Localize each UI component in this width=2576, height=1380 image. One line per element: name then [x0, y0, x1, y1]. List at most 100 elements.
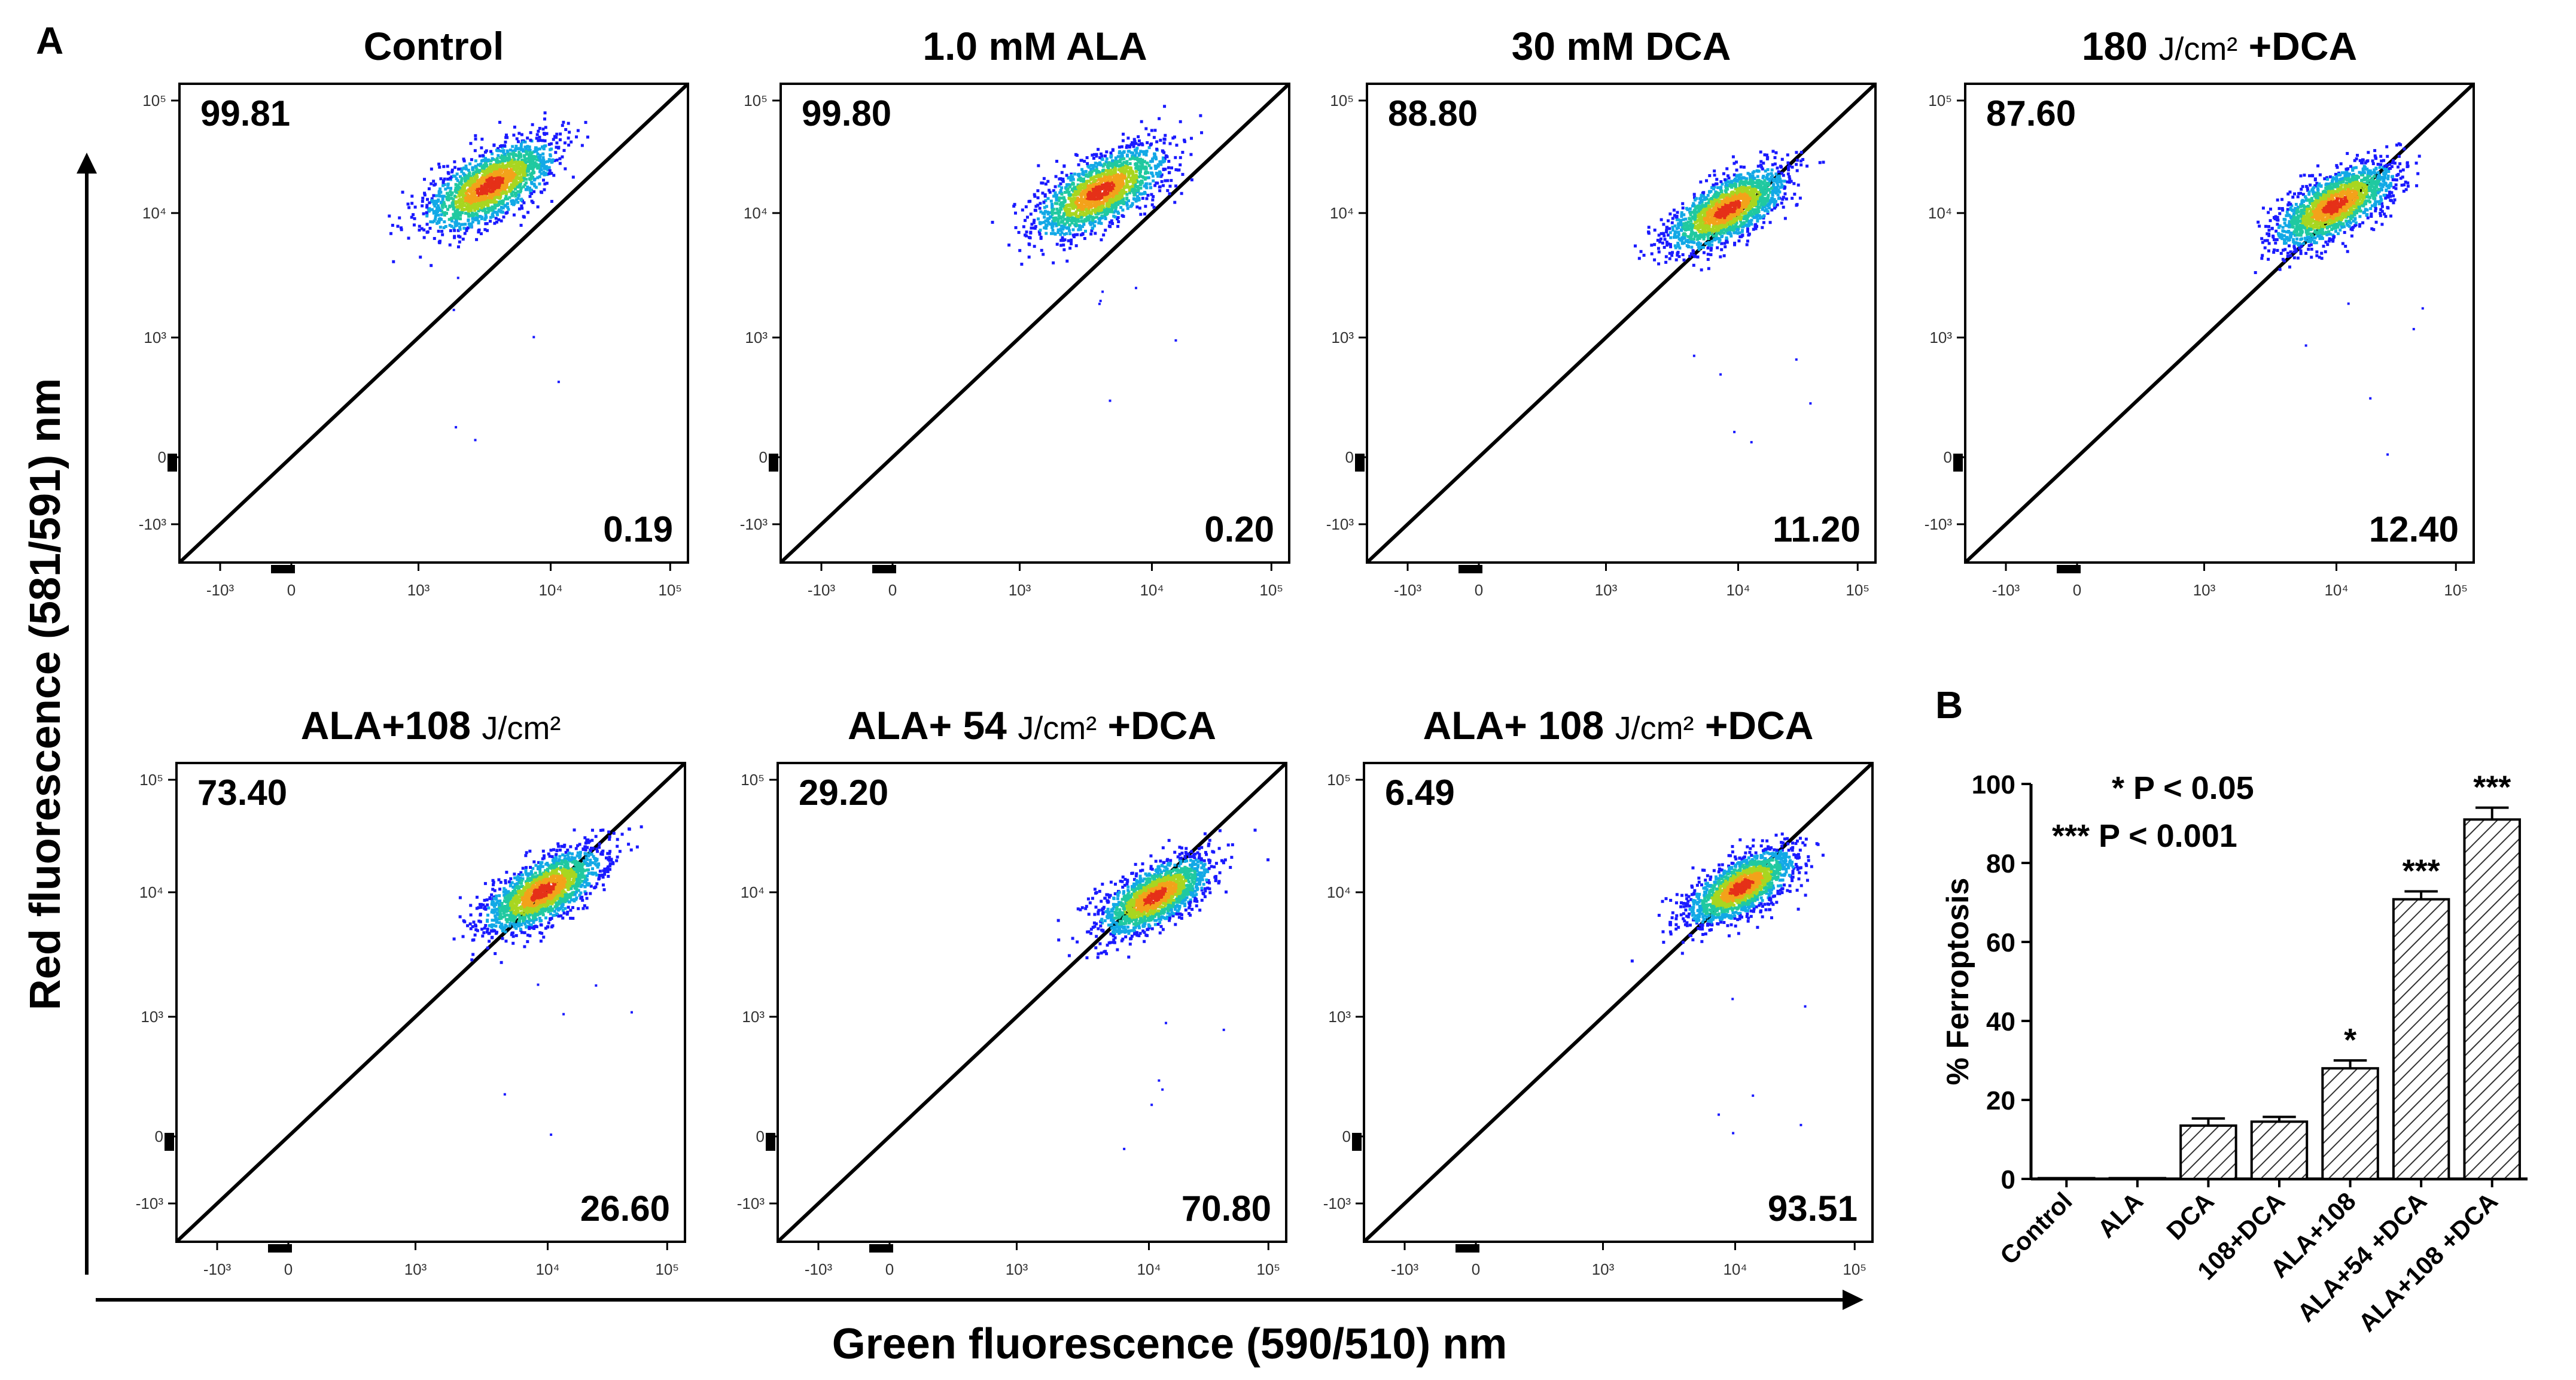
event-dot [457, 186, 461, 189]
event-dot [1113, 176, 1117, 180]
event-dot [1132, 193, 1136, 196]
event-dot [476, 163, 480, 166]
event-dot [1027, 200, 1031, 203]
event-dot [1065, 190, 1069, 194]
event-dot [1095, 165, 1098, 169]
x-tick-label: 0 [287, 581, 296, 599]
event-dot [1781, 197, 1785, 201]
event-dot [520, 178, 524, 181]
event-dot [1753, 209, 1757, 212]
event-dot [1132, 142, 1135, 145]
event-dot [1118, 178, 1122, 181]
event-dot [1725, 203, 1728, 207]
event-dot [1746, 217, 1749, 220]
event-dot [1737, 212, 1740, 216]
event-dot [1134, 142, 1138, 145]
event-dot [1158, 117, 1161, 120]
event-dot [1125, 165, 1129, 169]
event-dot [1061, 178, 1064, 181]
event-dot [1129, 177, 1133, 180]
event-dot [1716, 211, 1719, 215]
event-dot [1135, 151, 1138, 154]
event-dot [1046, 210, 1049, 214]
event-dot [470, 181, 474, 184]
event-dot [1089, 178, 1093, 181]
event-dot [477, 229, 480, 232]
event-dot [537, 139, 540, 142]
event-dot [465, 190, 468, 193]
event-dot [1059, 202, 1063, 205]
event-dot [1138, 174, 1142, 178]
event-dot [1149, 186, 1152, 190]
event-dot [511, 155, 515, 159]
event-dot [503, 153, 507, 156]
event-dot [483, 175, 486, 179]
event-dot [1063, 238, 1067, 242]
event-dot [399, 226, 403, 230]
event-dot [1138, 170, 1142, 174]
event-dot [468, 186, 472, 189]
event-dot [1110, 154, 1113, 157]
event-dot [1771, 189, 1774, 193]
event-dot [1662, 223, 1665, 226]
event-dot [497, 168, 501, 171]
event-dot [1082, 211, 1085, 215]
event-dot [471, 217, 474, 220]
event-dot [1726, 220, 1729, 224]
event-dot [458, 227, 462, 231]
event-dot [1084, 170, 1088, 174]
event-dot [1129, 151, 1133, 154]
event-dot [1171, 136, 1175, 140]
event-dot [1162, 168, 1165, 172]
event-dot [1765, 182, 1768, 186]
event-dot [1181, 172, 1185, 176]
event-dot [1744, 180, 1748, 183]
event-dot [1113, 206, 1117, 209]
event-dot [508, 190, 511, 193]
event-dot [1110, 171, 1113, 174]
event-dot [1697, 245, 1700, 248]
y-tick-label: 10⁵ [142, 92, 166, 110]
event-dot [512, 133, 516, 137]
event-dot [1737, 174, 1741, 177]
event-dot [538, 135, 541, 139]
event-dot [1101, 171, 1105, 174]
event-dot [450, 191, 454, 194]
event-dot [1127, 199, 1131, 203]
event-dot [1756, 219, 1759, 223]
event-dot [421, 196, 425, 200]
event-dot [1773, 190, 1777, 194]
event-dot [1149, 182, 1152, 186]
event-dot [483, 207, 486, 211]
event-dot [1086, 175, 1090, 178]
event-dot [1711, 203, 1715, 207]
event-dot [1156, 175, 1160, 178]
event-dot [1044, 199, 1048, 202]
event-dot [511, 184, 515, 188]
event-dot [1713, 218, 1716, 221]
event-dot [1058, 215, 1062, 219]
event-dot [1085, 194, 1088, 198]
event-dot [1766, 168, 1770, 171]
event-dot [1739, 219, 1743, 223]
event-dot [1077, 178, 1080, 181]
event-dot [1708, 244, 1712, 247]
event-dot [1120, 195, 1123, 199]
event-dot [511, 145, 514, 148]
event-dot [464, 192, 468, 195]
event-dot [1751, 178, 1755, 181]
event-dot [1102, 186, 1106, 190]
event-dot [534, 146, 537, 150]
event-dot [1796, 159, 1799, 162]
event-dot [1079, 212, 1082, 216]
event-dot [437, 213, 440, 217]
event-dot [1036, 189, 1040, 193]
event-dot [1771, 200, 1774, 203]
event-dot [1098, 192, 1101, 195]
event-dot [495, 191, 498, 194]
event-dot [1092, 166, 1095, 170]
event-dot [1120, 192, 1124, 195]
x-tick-label: 10⁵ [1259, 581, 1283, 599]
event-dot [463, 176, 467, 180]
event-dot [442, 200, 446, 204]
